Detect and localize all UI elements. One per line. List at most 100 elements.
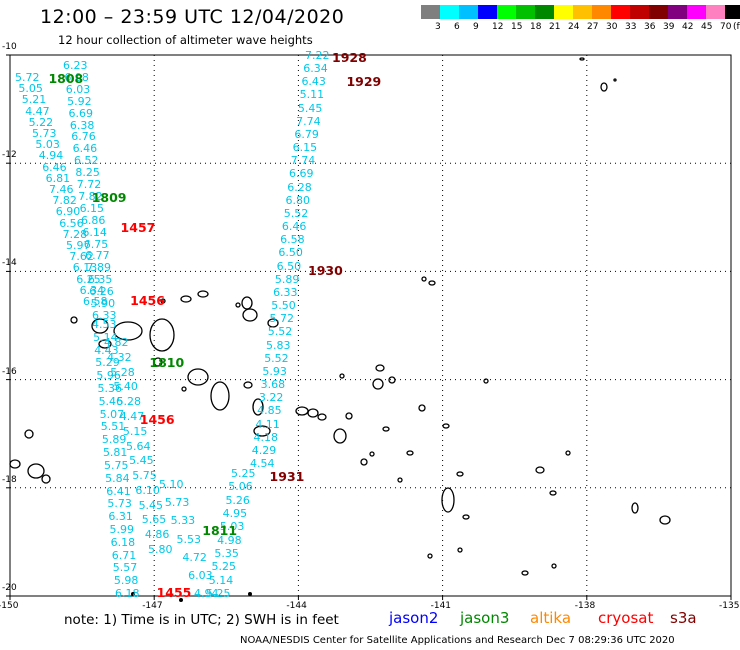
wave-height-sample: 6.26	[89, 285, 114, 299]
y-tick-label: -10	[2, 42, 17, 52]
colorbar-swatch	[649, 5, 668, 19]
wave-height-sample: 6.46	[72, 142, 98, 156]
wave-height-sample: 5.75	[132, 469, 157, 483]
wave-height-sample: 5.11	[299, 88, 325, 102]
wave-height-sample: 5.73	[32, 127, 57, 140]
wave-height-sample: 6.03	[188, 568, 213, 582]
wave-height-sample: 5.97	[66, 239, 91, 252]
wave-height-sample: 5.80	[148, 543, 173, 556]
colorbar-swatch	[592, 5, 611, 19]
colorbar-swatch	[554, 5, 573, 19]
wave-height-sample: 6.52	[74, 154, 99, 168]
wave-height-sample: 6.56	[59, 216, 84, 230]
colorbar-swatch	[421, 5, 440, 19]
wave-height-sample: 5.05	[18, 82, 43, 96]
wave-height-sample: 5.52	[267, 325, 293, 339]
island-outline	[70, 316, 78, 324]
island-outline	[345, 412, 353, 420]
x-tick-label: -147	[142, 601, 163, 611]
island-outline	[613, 78, 617, 82]
wave-height-sample: 6.50	[276, 259, 302, 273]
wave-height-sample: 5.89	[274, 272, 300, 286]
x-tick-label: -150	[0, 601, 19, 611]
wave-height-sample: 5.73	[164, 496, 190, 510]
footer-credit: NOAA/NESDIS Center for Satellite Applica…	[240, 635, 675, 646]
island-outline	[397, 477, 403, 483]
wave-height-sample: 5.72	[15, 71, 40, 84]
wave-height-sample: 5.98	[113, 574, 139, 588]
colorbar-swatch	[725, 5, 740, 19]
island-outline	[388, 376, 396, 384]
wave-height-sample: 5.96	[96, 369, 121, 383]
wave-height-sample: 6.33	[273, 285, 298, 299]
colorbar-swatch	[459, 5, 478, 19]
wave-height-sample: 3.22	[258, 391, 284, 405]
wave-height-sample: 6.31	[108, 510, 133, 524]
pass-time-label: 1928	[332, 49, 367, 65]
colorbar-swatch	[611, 5, 630, 19]
island-outline	[98, 339, 112, 349]
island-outline	[197, 290, 209, 298]
satellite-legend-item: jason2	[389, 609, 439, 627]
island-outline	[9, 459, 21, 469]
island-outline	[339, 373, 345, 379]
island-outline	[253, 425, 271, 437]
wave-height-sample: 5.15	[122, 424, 148, 438]
colorbar-label: 33	[625, 22, 637, 32]
wave-height-sample: 4.72	[182, 550, 207, 564]
wave-height-sample: 6.34	[79, 283, 105, 297]
wave-height-sample: 4.53	[92, 318, 117, 331]
wave-height-sample: 7.74	[296, 114, 321, 128]
y-tick-label: -14	[2, 258, 17, 269]
wave-height-sample: 6.46	[42, 160, 67, 174]
colorbar-label: 12	[492, 22, 504, 32]
page-title: 12:00 – 23:59 UTC 12/04/2020	[40, 6, 345, 28]
satellite-legend-item: s3a	[670, 609, 697, 627]
wave-height-sample: 6.46	[281, 220, 307, 234]
island-outline	[187, 368, 209, 386]
wave-height-sample: 6.15	[79, 201, 105, 215]
wave-height-sample: 5.53	[176, 532, 202, 546]
island-outline	[427, 553, 433, 559]
wave-height-sample: 6.28	[287, 180, 312, 194]
colorbar-label: 3	[435, 22, 441, 32]
pass-time-label: 1929	[346, 74, 382, 90]
y-tick-label: -16	[2, 366, 17, 377]
wave-height-sample: 4.32	[107, 350, 132, 364]
pass-time-label: 1931	[269, 468, 305, 484]
wave-height-sample: 4.43	[94, 343, 119, 357]
colorbar-label: (ft)	[733, 22, 740, 32]
wave-height-sample: 7.46	[49, 183, 74, 196]
wave-height-sample: 5.89	[101, 433, 127, 447]
colorbar-swatch	[706, 5, 725, 19]
island-outline	[483, 378, 489, 384]
island-dot	[179, 598, 183, 602]
island-outline	[549, 490, 557, 496]
wave-height-sample: 5.28	[116, 395, 142, 409]
wave-height-sample: 5.40	[113, 380, 138, 394]
island-outline	[369, 451, 375, 457]
island-outline	[153, 357, 163, 367]
island-outline	[317, 413, 327, 421]
wave-height-sample: 6.76	[71, 130, 96, 144]
island-outline	[375, 364, 385, 372]
wave-height-sample: 5.99	[109, 522, 135, 536]
island-outline	[252, 398, 264, 416]
wave-height-sample: 5.73	[107, 497, 132, 511]
wave-height-sample: 6.03	[65, 82, 91, 96]
pass-time-label: 1811	[202, 523, 238, 539]
wave-height-sample: 5.52	[283, 206, 309, 220]
wave-height-sample: 6.34	[303, 62, 328, 76]
wave-height-sample: 6.81	[45, 171, 71, 185]
wave-height-sample: 6.18	[110, 535, 136, 549]
wave-height-sample: 4.94	[194, 587, 219, 600]
x-tick-label: -141	[430, 601, 452, 611]
wave-height-sample: 5.50	[271, 299, 296, 313]
wave-height-sample: 4.18	[253, 430, 279, 444]
wave-height-sample: 6.90	[55, 205, 81, 219]
wave-height-sample: 6.25	[76, 272, 101, 286]
wave-height-sample: 4.47	[25, 104, 50, 118]
wave-height-sample: 5.10	[159, 478, 184, 491]
wave-height-sample: 5.90	[90, 297, 116, 311]
wave-height-sample: 7.82	[78, 189, 103, 203]
